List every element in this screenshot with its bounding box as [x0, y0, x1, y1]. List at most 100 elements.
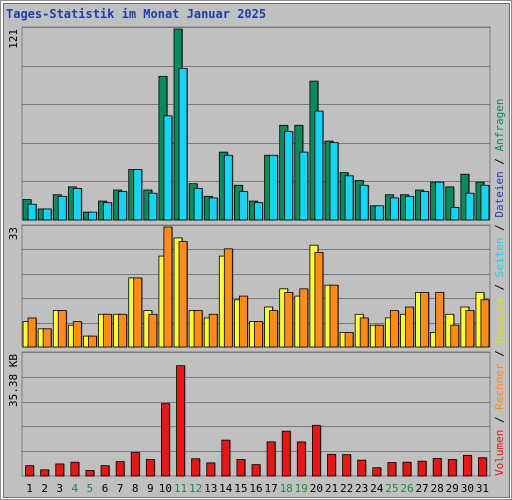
bar-volumen-day-27 — [417, 460, 427, 477]
bar-dateien-day-19 — [299, 151, 309, 221]
legend-part-5: / — [493, 277, 506, 297]
x-tick-label-7: 7 — [117, 482, 124, 495]
bar-volumen-day-21 — [327, 453, 336, 477]
series-seiten — [27, 226, 490, 348]
bar-volumen-day-18 — [281, 430, 291, 477]
bar-seiten-day-27 — [420, 292, 429, 348]
x-tick-label-21: 21 — [325, 482, 338, 495]
x-tick-label-5: 5 — [87, 482, 94, 495]
x-tick-label-6: 6 — [102, 482, 109, 495]
bar-dateien-day-3 — [57, 195, 67, 221]
bar-seiten-day-22 — [344, 332, 354, 348]
x-tick-label-16: 16 — [249, 482, 262, 495]
bar-dateien-day-29 — [450, 206, 460, 221]
bar-seiten-day-19 — [299, 288, 309, 348]
bar-dateien-day-26 — [405, 195, 414, 221]
bar-dateien-day-4 — [72, 188, 82, 221]
bar-dateien-day-24 — [374, 205, 384, 221]
x-tick-label-19: 19 — [295, 482, 308, 495]
bar-volumen-day-26 — [402, 461, 412, 477]
bar-seiten-day-13 — [208, 313, 218, 348]
bar-seiten-day-18 — [284, 292, 294, 348]
bar-seiten-day-25 — [389, 310, 399, 348]
bar-dateien-day-10 — [163, 115, 173, 221]
x-tick-label-13: 13 — [204, 482, 217, 495]
bar-dateien-day-12 — [193, 188, 203, 221]
legend-part-0: Volumen — [493, 430, 506, 476]
bar-volumen-day-2 — [40, 469, 50, 477]
bar-volumen-day-23 — [357, 459, 367, 477]
bar-seiten-day-7 — [118, 313, 128, 348]
bar-volumen-day-20 — [311, 424, 321, 477]
x-tick-label-12: 12 — [189, 482, 202, 495]
right-legend: Volumen / Rechner / Besuche / Seiten / D… — [493, 98, 506, 476]
bar-seiten-day-2 — [42, 328, 52, 348]
panel-middle: 33 — [7, 224, 491, 348]
bar-volumen-day-8 — [130, 452, 140, 477]
legend-part-3: / — [493, 344, 506, 364]
chart-panels: 121 33 35.38 KB — [7, 26, 491, 477]
bar-volumen-day-12 — [191, 458, 201, 477]
bar-seiten-day-11 — [178, 241, 188, 348]
bar-volumen-day-10 — [161, 403, 170, 477]
x-tick-label-31: 31 — [476, 482, 489, 495]
bar-dateien-day-5 — [88, 211, 97, 221]
bar-volumen-day-4 — [70, 461, 80, 477]
legend-part-9: / — [493, 151, 506, 171]
bar-seiten-day-4 — [72, 321, 82, 348]
bar-dateien-day-6 — [103, 202, 112, 221]
bar-volumen-day-22 — [342, 454, 351, 477]
legend-part-1: / — [493, 410, 506, 430]
y-max-label-top: 121 — [7, 29, 20, 49]
bar-seiten-day-5 — [88, 335, 97, 348]
bar-seiten-day-15 — [239, 295, 248, 348]
series-dateien — [27, 68, 490, 221]
x-tick-label-8: 8 — [132, 482, 139, 495]
bar-dateien-day-14 — [223, 154, 233, 221]
bar-seiten-day-8 — [133, 277, 143, 348]
bar-seiten-day-3 — [57, 310, 67, 348]
bar-anfragen-day-29 — [445, 186, 455, 221]
bar-dateien-day-7 — [118, 191, 128, 221]
bar-volumen-day-25 — [387, 462, 397, 477]
bar-seiten-day-12 — [193, 310, 203, 348]
bar-volumen-day-13 — [206, 462, 216, 477]
bar-volumen-day-29 — [447, 459, 457, 477]
bar-seiten-day-21 — [329, 284, 339, 348]
x-tick-label-1: 1 — [26, 482, 33, 495]
bar-volumen-day-1 — [25, 465, 34, 477]
legend-part-6: Seiten — [493, 238, 506, 278]
bar-seiten-day-16 — [254, 321, 263, 348]
x-tick-label-28: 28 — [431, 482, 444, 495]
bar-dateien-day-28 — [435, 181, 445, 221]
bar-dateien-day-16 — [254, 202, 263, 221]
panel-bottom: 35.38 KB — [7, 351, 491, 477]
bar-volumen-day-9 — [145, 459, 155, 477]
bar-seiten-day-28 — [435, 292, 445, 348]
x-tick-label-18: 18 — [280, 482, 293, 495]
bar-dateien-day-11 — [178, 68, 188, 221]
bar-seiten-day-23 — [359, 317, 369, 348]
bar-seiten-day-31 — [480, 299, 490, 348]
bar-volumen-day-7 — [115, 461, 125, 477]
x-tick-label-17: 17 — [264, 482, 277, 495]
series-volumen — [25, 365, 488, 477]
bar-seiten-day-1 — [27, 317, 37, 348]
legend-part-8: Dateien — [493, 171, 506, 217]
bar-dateien-day-18 — [284, 131, 294, 221]
x-tick-label-26: 26 — [400, 482, 413, 495]
x-tick-label-20: 20 — [310, 482, 323, 495]
bar-volumen-day-15 — [236, 459, 246, 477]
bar-dateien-day-17 — [269, 154, 278, 221]
bar-volumen-day-3 — [55, 463, 65, 477]
bar-dateien-day-2 — [42, 208, 52, 221]
bar-dateien-day-21 — [329, 142, 339, 221]
bar-volumen-day-11 — [176, 365, 185, 477]
bar-dateien-day-30 — [465, 192, 475, 221]
bar-volumen-day-24 — [372, 467, 382, 477]
x-tick-label-24: 24 — [370, 482, 384, 495]
bar-seiten-day-24 — [374, 324, 384, 348]
bar-volumen-day-30 — [462, 454, 472, 477]
bar-dateien-day-13 — [208, 197, 218, 221]
